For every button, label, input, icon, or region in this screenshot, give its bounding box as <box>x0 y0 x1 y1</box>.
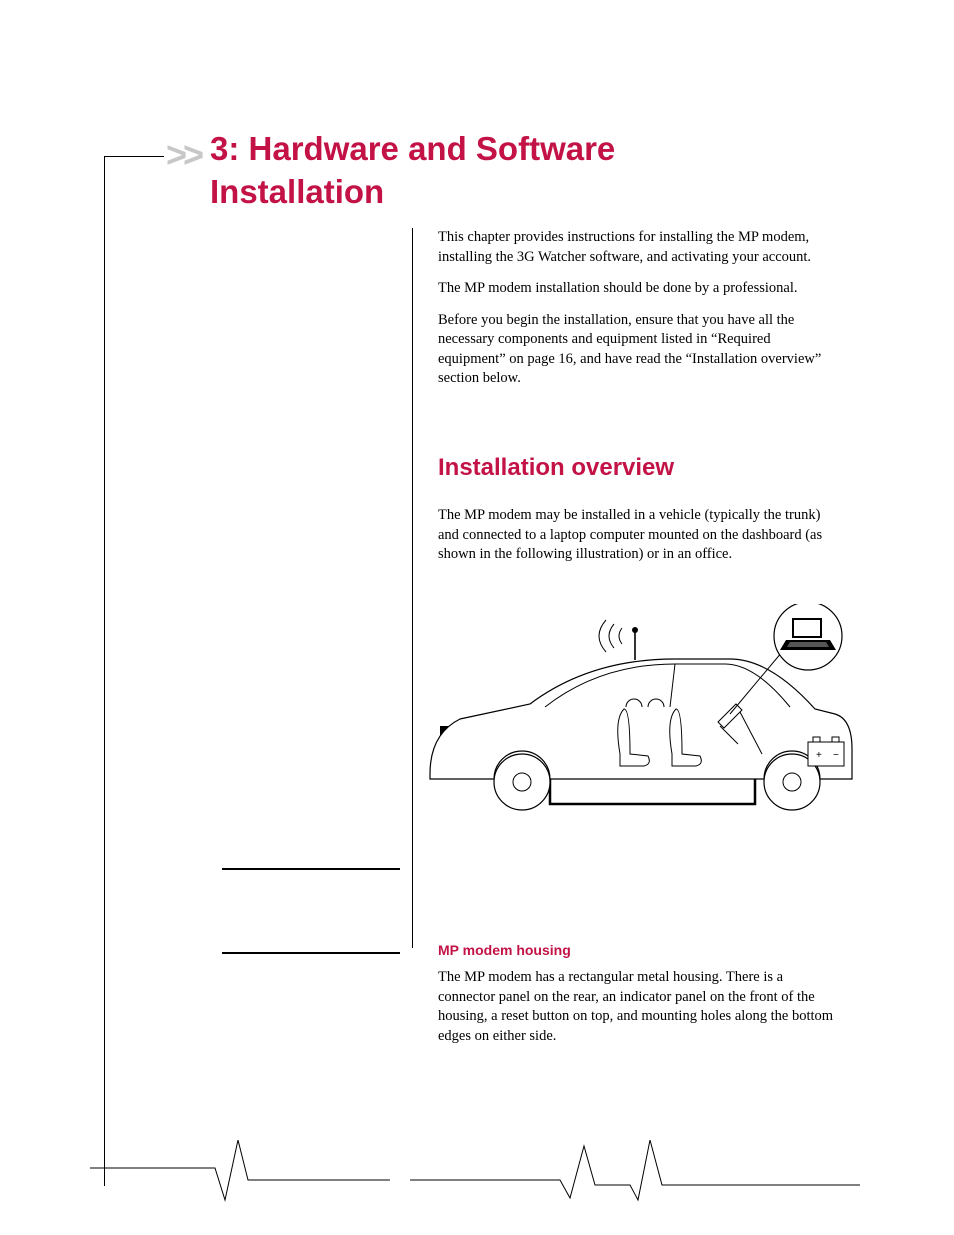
laptop-callout-icon <box>774 604 842 670</box>
subsection-title: MP modem housing <box>438 942 571 958</box>
antenna-icon <box>599 620 638 660</box>
margin-rule <box>222 952 400 954</box>
chapter-chevron-icon: >> <box>166 134 200 176</box>
subsection-paragraph: The MP modem has a rectangular metal hou… <box>438 968 838 1046</box>
vehicle-installation-diagram: + − <box>420 604 860 864</box>
margin-rule <box>222 868 400 870</box>
heartbeat-divider-icon <box>90 1140 860 1210</box>
intro-paragraph: The MP modem installation should be done… <box>438 279 838 299</box>
section-title: Installation overview <box>438 454 674 482</box>
chapter-title: 3: Hardware and Software Installation <box>210 128 770 214</box>
intro-paragraph: This chapter provides instructions for i… <box>438 228 838 267</box>
battery-minus-label: − <box>833 750 839 761</box>
mid-vertical-rule <box>412 228 413 948</box>
top-horizontal-rule <box>104 156 164 157</box>
left-vertical-rule <box>104 156 105 1186</box>
section-paragraph: The MP modem may be installed in a vehic… <box>438 506 838 565</box>
intro-paragraph: Before you begin the installation, ensur… <box>438 311 838 389</box>
battery-plus-label: + <box>816 750 822 761</box>
